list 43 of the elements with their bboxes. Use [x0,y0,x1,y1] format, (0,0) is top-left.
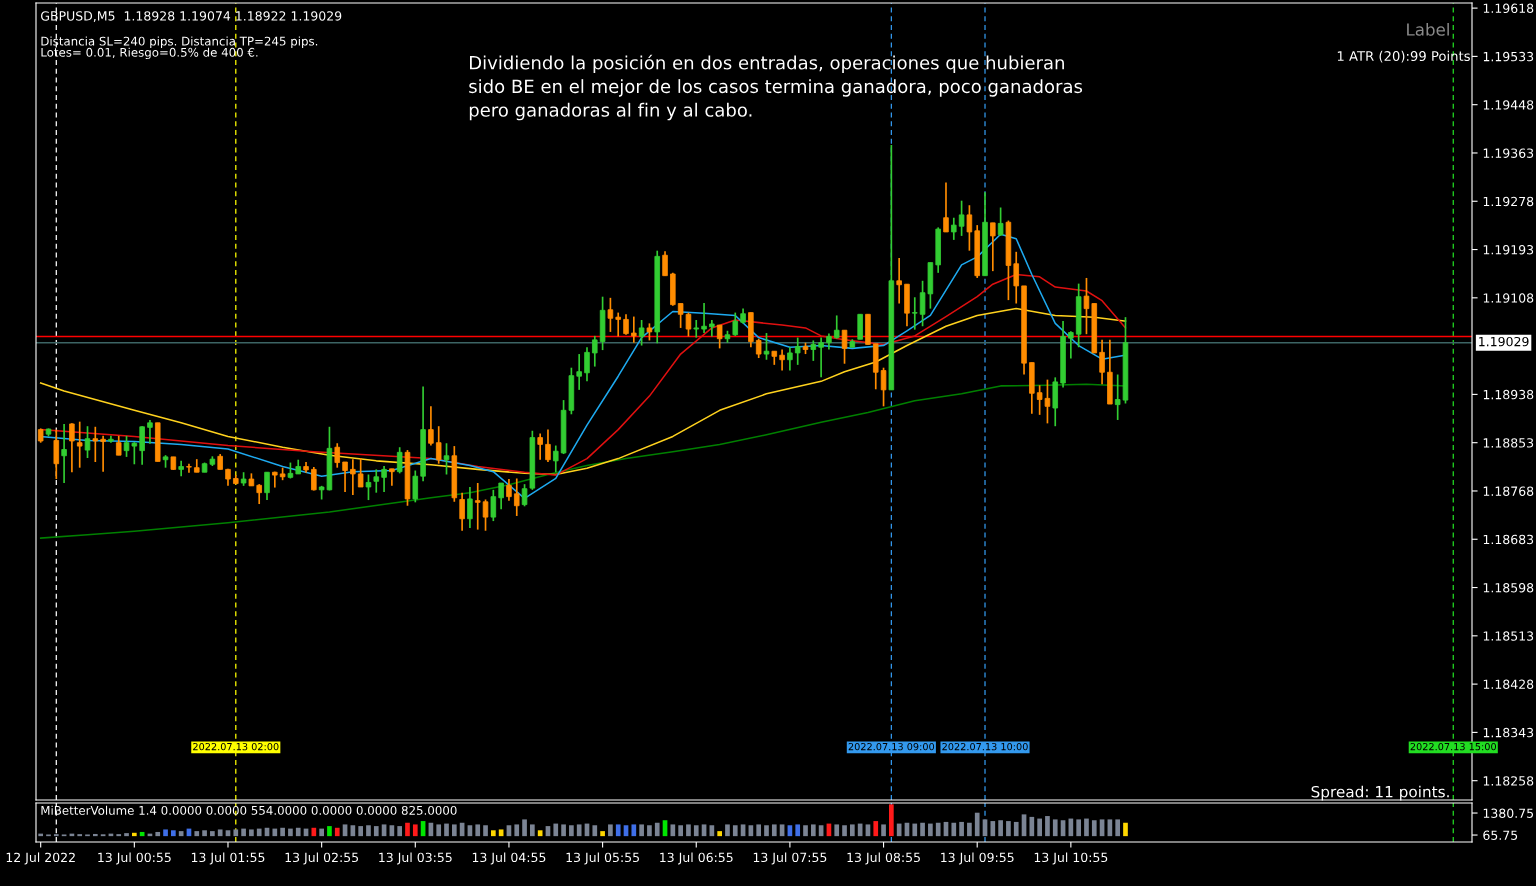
y-tick-label: 1.19108 [1483,293,1534,303]
x-tick-label: 13 Jul 04:55 [472,852,546,865]
x-tick-label: 12 Jul 2022 [6,852,75,865]
x-tick-label: 13 Jul 00:55 [98,852,171,865]
y-tick-label: 1.19193 [1483,245,1534,255]
annotation: Lotes= 0.01, Riesgo=0.5% de 400 €. [41,47,258,60]
ref-line-label: 2022.07.13 15:00 [1410,742,1497,751]
ref-line-label: 2022.07.13 10:00 [942,742,1028,751]
y-tick-label: 1.18513 [1483,631,1534,641]
y-tick-label: 1.18683 [1483,534,1534,545]
y-tick-label: 1.18598 [1483,583,1534,593]
text: GBPUSD,M5 1.18928 1.19074 1.18922 1.19029 [41,11,342,22]
y-tick-label: 1380.75 [1483,808,1534,818]
y-tick-label: 1.19448 [1483,100,1534,110]
y-tick-label: 65.75 [1483,830,1518,840]
y-tick-label: 1.19533 [1483,51,1534,62]
x-tick-label: 13 Jul 06:55 [660,852,733,865]
ref-line-label: 1.19029 [1479,336,1529,347]
y-tick-label: 1.18938 [1483,389,1534,400]
y-tick-label: 1.18258 [1483,776,1534,786]
annotation: 1 ATR (20):99 Points [1337,50,1470,63]
annotation: Dividiendo la posición en dos entradas, operaciones que hubieran sido BE en el mejor de los casos termina ganadora, poco ganadoras pero ganadoras al fin y al cabo. [469,54,1083,121]
x-tick-label: 13 Jul 03:55 [379,852,452,865]
x-tick-label: 13 Jul 09:55 [941,852,1014,865]
y-tick-label: 1.18853 [1483,438,1534,448]
annotation: Distancia SL=240 pips. Distancia TP=245 pips. [41,36,318,48]
ref-line-label: 2022.07.13 09:00 [848,742,935,751]
x-tick-label: 13 Jul 07:55 [753,852,827,865]
y-tick-label: 1.19278 [1483,196,1534,207]
x-tick-label: 13 Jul 08:55 [847,852,920,865]
y-tick-label: 1.19618 [1483,3,1534,14]
annotation: Spread: 11 points. [1311,785,1449,801]
x-tick-label: 13 Jul 02:55 [285,852,359,865]
y-tick-label: 1.19363 [1483,148,1534,158]
chart-title: MiBetterVolume 1.4 0.0000 0.0000 554.0000 0.0000 0.0000 825.0000 [41,805,457,815]
annotation: Label [1407,22,1449,36]
ref-line-label: 2022.07.13 02:00 [193,742,279,751]
x-tick-label: 13 Jul 10:55 [1034,852,1108,865]
y-tick-label: 1.18768 [1483,486,1534,496]
x-tick-label: 13 Jul 01:55 [191,852,265,865]
x-tick-label: 13 Jul 05:55 [566,852,639,865]
y-tick-label: 1.18428 [1483,679,1534,690]
y-tick-label: 1.18343 [1483,727,1534,738]
